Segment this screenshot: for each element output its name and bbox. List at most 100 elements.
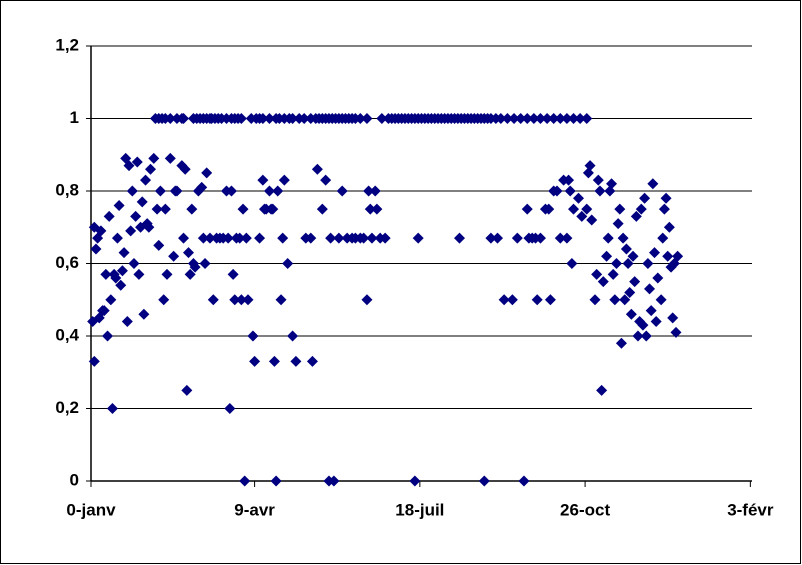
point — [95, 225, 107, 237]
point — [478, 475, 490, 487]
point — [181, 384, 193, 396]
point — [249, 355, 261, 367]
point — [125, 225, 137, 237]
point — [663, 221, 675, 233]
point — [647, 178, 659, 190]
point — [614, 203, 626, 215]
point — [128, 258, 140, 269]
point — [364, 203, 376, 215]
point — [88, 355, 100, 367]
point — [639, 192, 651, 204]
point — [263, 185, 275, 197]
point — [227, 268, 239, 280]
point — [103, 210, 115, 222]
point — [316, 203, 328, 215]
point — [624, 287, 636, 298]
point — [572, 192, 584, 204]
point — [325, 232, 337, 244]
point — [164, 113, 176, 124]
point — [235, 113, 247, 124]
point — [182, 247, 194, 259]
point — [290, 355, 302, 367]
point — [581, 113, 593, 124]
point — [576, 210, 588, 222]
point — [278, 174, 290, 186]
x-tick-label: 3-févr — [727, 500, 774, 519]
point — [521, 203, 533, 215]
point — [563, 174, 575, 186]
point — [240, 232, 252, 244]
point — [610, 258, 622, 269]
point — [543, 203, 555, 215]
point — [371, 203, 383, 215]
point — [574, 113, 586, 124]
point — [121, 316, 133, 327]
point — [612, 218, 624, 230]
point — [311, 163, 323, 175]
point — [531, 294, 543, 306]
point — [336, 185, 348, 197]
point — [606, 178, 618, 190]
point — [564, 185, 576, 197]
y-tick-label: 0,8 — [55, 180, 79, 199]
point — [376, 113, 388, 124]
point — [619, 294, 631, 306]
point — [366, 232, 378, 244]
point — [568, 113, 580, 124]
point — [106, 403, 118, 414]
point — [584, 160, 596, 172]
y-tick-label: 0,4 — [55, 325, 79, 344]
point — [485, 232, 497, 244]
point — [534, 113, 546, 124]
point — [667, 312, 679, 324]
point — [159, 203, 171, 215]
point — [544, 294, 556, 306]
point — [518, 475, 530, 487]
point — [158, 294, 170, 306]
point — [136, 196, 148, 208]
point — [615, 337, 627, 349]
point — [354, 113, 366, 124]
point — [140, 174, 152, 186]
point — [272, 185, 284, 197]
point — [118, 247, 130, 259]
y-tick-label: 0,2 — [55, 398, 79, 417]
point — [320, 174, 332, 186]
point — [515, 113, 527, 124]
point — [282, 258, 294, 269]
point — [131, 156, 143, 168]
point — [508, 113, 520, 124]
point — [333, 232, 345, 244]
point — [561, 232, 573, 244]
point — [657, 232, 669, 244]
point — [670, 326, 682, 338]
point — [627, 250, 639, 262]
point — [126, 185, 138, 197]
point — [548, 113, 560, 124]
point — [554, 113, 566, 124]
point — [138, 308, 150, 320]
point — [98, 305, 110, 317]
point — [554, 232, 566, 244]
point — [222, 232, 234, 244]
point — [277, 232, 289, 244]
point — [229, 294, 241, 306]
point — [116, 265, 128, 277]
point — [528, 113, 540, 124]
point — [171, 185, 183, 197]
point — [153, 239, 165, 251]
point — [199, 258, 211, 269]
point — [270, 475, 282, 487]
point — [521, 113, 533, 124]
point — [100, 268, 112, 280]
point — [501, 113, 513, 124]
point — [263, 113, 275, 124]
point — [625, 308, 637, 320]
point — [645, 305, 657, 317]
point — [581, 203, 593, 215]
point — [534, 232, 546, 244]
point — [582, 167, 594, 179]
point — [511, 232, 523, 244]
point — [363, 185, 375, 197]
point — [151, 203, 163, 215]
